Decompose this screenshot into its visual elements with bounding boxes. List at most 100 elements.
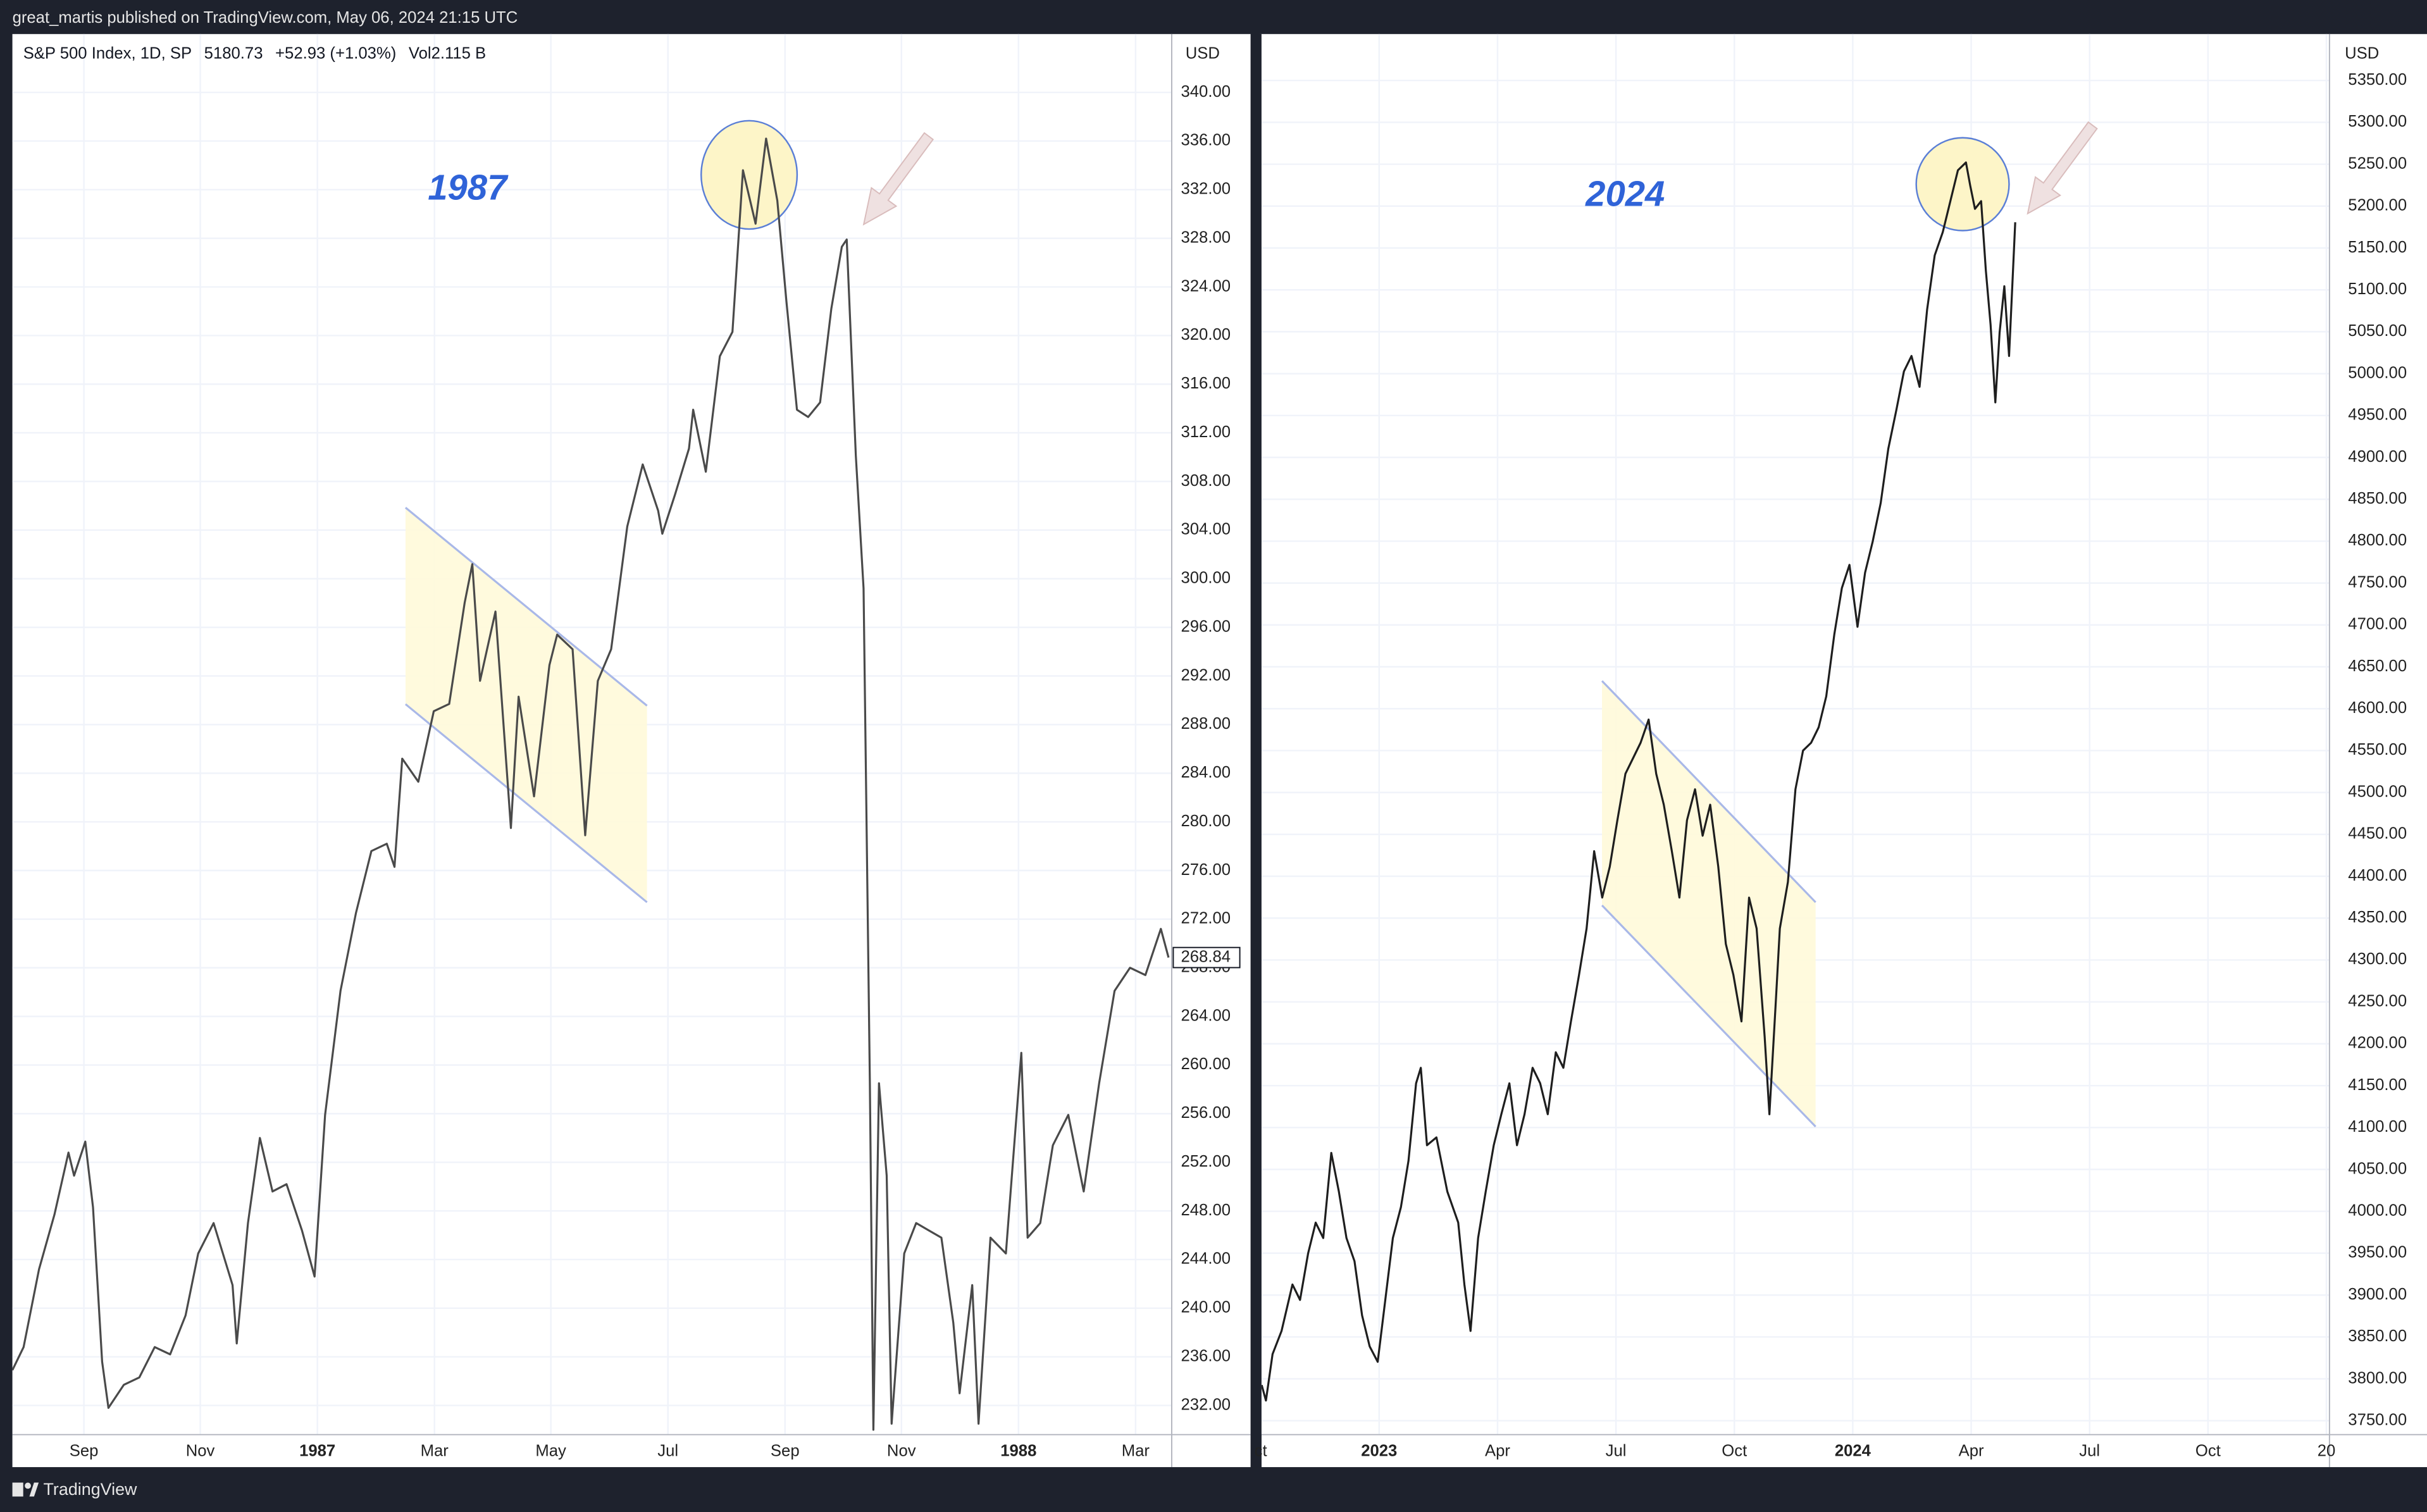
y-tick-label: 3850.00: [2348, 1327, 2407, 1345]
x-tick-label: Jul: [657, 1442, 678, 1459]
y-tick-label: 292.00: [1181, 666, 1231, 684]
y-tick-label: 264.00: [1181, 1007, 1231, 1024]
x-tick-label: ct: [1255, 1442, 1267, 1459]
y-tick-label: 4350.00: [2348, 908, 2407, 926]
symbol: S&P 500 Index, 1D, SP: [23, 44, 192, 62]
x-tick-label: Jul: [1606, 1442, 1627, 1459]
x-tick-label: 2023: [1361, 1442, 1397, 1459]
y-tick-label: 5150.00: [2348, 239, 2407, 256]
channel-fill: [405, 507, 647, 903]
y-tick-label: 4500.00: [2348, 783, 2407, 800]
y-tick-label: 244.00: [1181, 1250, 1231, 1268]
arrow: [2027, 121, 2098, 215]
volume: Vol2.115 B: [409, 44, 486, 62]
y-tick-label: 3750.00: [2348, 1411, 2407, 1428]
footer-brand: TradingView: [44, 1480, 138, 1499]
y-tick-label: 336.00: [1181, 132, 1231, 149]
y-tick-label: 4100.00: [2348, 1118, 2407, 1136]
y-tick-label: 4300.00: [2348, 950, 2407, 968]
y-tick-label: 4450.00: [2348, 825, 2407, 843]
y-tick-label: 328.00: [1181, 228, 1231, 246]
y-tick-label: 284.00: [1181, 764, 1231, 781]
y-tick-label: 232.00: [1181, 1396, 1231, 1413]
y-tick-label: 3900.00: [2348, 1286, 2407, 1303]
x-tick-label: 20: [2318, 1442, 2336, 1459]
arrow: [862, 132, 934, 226]
channel-line: [1601, 680, 1816, 903]
plot: [12, 137, 1170, 1431]
y-tick-label: 304.00: [1181, 521, 1231, 538]
axes: 3750.00 3800.00 3850.00 3900.00 3950.00 4000.…: [1255, 71, 2407, 1459]
pane-separator: [1250, 34, 1262, 1468]
axes: 232.00 236.00 240.00 244.00 248.00 252.00 256.…: [70, 83, 1241, 1459]
y-tick-label: 276.00: [1181, 861, 1231, 879]
logo: [12, 1482, 39, 1497]
y-tick-label: 288.00: [1181, 715, 1231, 733]
y-tick-label: 252.00: [1181, 1153, 1231, 1170]
legend: S&P 500 Index, 1D, SP 5180.73 +52.93 (+1.0…: [23, 44, 486, 62]
x-tick-label: Apr: [1959, 1442, 1984, 1459]
y-tick-label: 4200.00: [2348, 1034, 2407, 1052]
y-tick-label: 248.00: [1181, 1201, 1231, 1219]
x-tick-label: 1988: [1000, 1442, 1036, 1459]
change: +52.93 (+1.03%): [275, 44, 396, 62]
y-tick-label: 4250.00: [2348, 992, 2407, 1010]
publish-note: great_martis published on TradingView.co…: [13, 9, 518, 27]
y-tick-label: 272.00: [1181, 910, 1231, 927]
x-tick-label: Oct: [1722, 1442, 1747, 1459]
highlight-circle: [700, 120, 798, 230]
x-tick-label: Nov: [887, 1442, 916, 1459]
y-tick-label: 340.00: [1181, 83, 1231, 101]
y-tick-label: 4150.00: [2348, 1076, 2407, 1094]
y-tick-label: 3950.00: [2348, 1244, 2407, 1261]
last-value-label: 268.84: [1181, 948, 1231, 965]
x-tick-label: Sep: [771, 1442, 800, 1459]
x-tick-label: Oct: [2195, 1442, 2221, 1459]
channel-line: [1601, 904, 1816, 1127]
channel-line: [404, 507, 648, 707]
x-tick-label: May: [535, 1442, 566, 1459]
x-tick-label: Jul: [2079, 1442, 2100, 1459]
x-tick-label: 2024: [1835, 1442, 1871, 1459]
plot: [1261, 161, 2016, 1402]
y-tick-label: 4700.00: [2348, 616, 2407, 633]
y-tick-label: 4750.00: [2348, 573, 2407, 591]
y-tick-label: 320.00: [1181, 326, 1231, 344]
last-price: 5180.73: [204, 44, 263, 62]
last-value-box: [1172, 946, 1241, 969]
x-tick-label: Sep: [70, 1442, 99, 1459]
annotation: 2024: [1585, 174, 1665, 214]
y-tick-label: 4650.00: [2348, 657, 2407, 675]
y-tick-label: 5000.00: [2348, 364, 2407, 381]
y-tick-label: 300.00: [1181, 569, 1231, 587]
y-tick-label: 4550.00: [2348, 741, 2407, 759]
y-tick-label: 4600.00: [2348, 699, 2407, 717]
x-tick-label: Mar: [1122, 1442, 1150, 1459]
y-tick-label: 236.00: [1181, 1347, 1231, 1365]
x-tick-label: 1987: [299, 1442, 335, 1459]
y-tick-label: 4000.00: [2348, 1201, 2407, 1219]
annotation: 1987: [428, 168, 509, 208]
y-tick-label: 280.00: [1181, 812, 1231, 830]
price-line: [1261, 161, 2016, 1402]
y-tick-label: 324.00: [1181, 277, 1231, 295]
x-tick-label: Mar: [421, 1442, 449, 1459]
x-tick-label: Apr: [1485, 1442, 1510, 1459]
y-tick-label: 240.00: [1181, 1299, 1231, 1317]
channel-line: [404, 703, 648, 903]
y-tick-label: 260.00: [1181, 1055, 1231, 1073]
y-tick-label: 5250.00: [2348, 154, 2407, 172]
y-tick-label: 4400.00: [2348, 867, 2407, 884]
currency-label: USD: [1186, 44, 1220, 62]
x-tick-label: Nov: [186, 1442, 215, 1459]
y-tick-label: 4050.00: [2348, 1160, 2407, 1177]
y-tick-label: 308.00: [1181, 472, 1231, 490]
highlight-circle: [1915, 137, 2010, 232]
y-tick-label: 5100.00: [2348, 280, 2407, 298]
y-tick-label: 4800.00: [2348, 531, 2407, 549]
y-tick-label: 5200.00: [2348, 197, 2407, 214]
y-tick-label: 4900.00: [2348, 448, 2407, 466]
y-tick-label: 296.00: [1181, 617, 1231, 635]
y-tick-label: 332.00: [1181, 180, 1231, 198]
